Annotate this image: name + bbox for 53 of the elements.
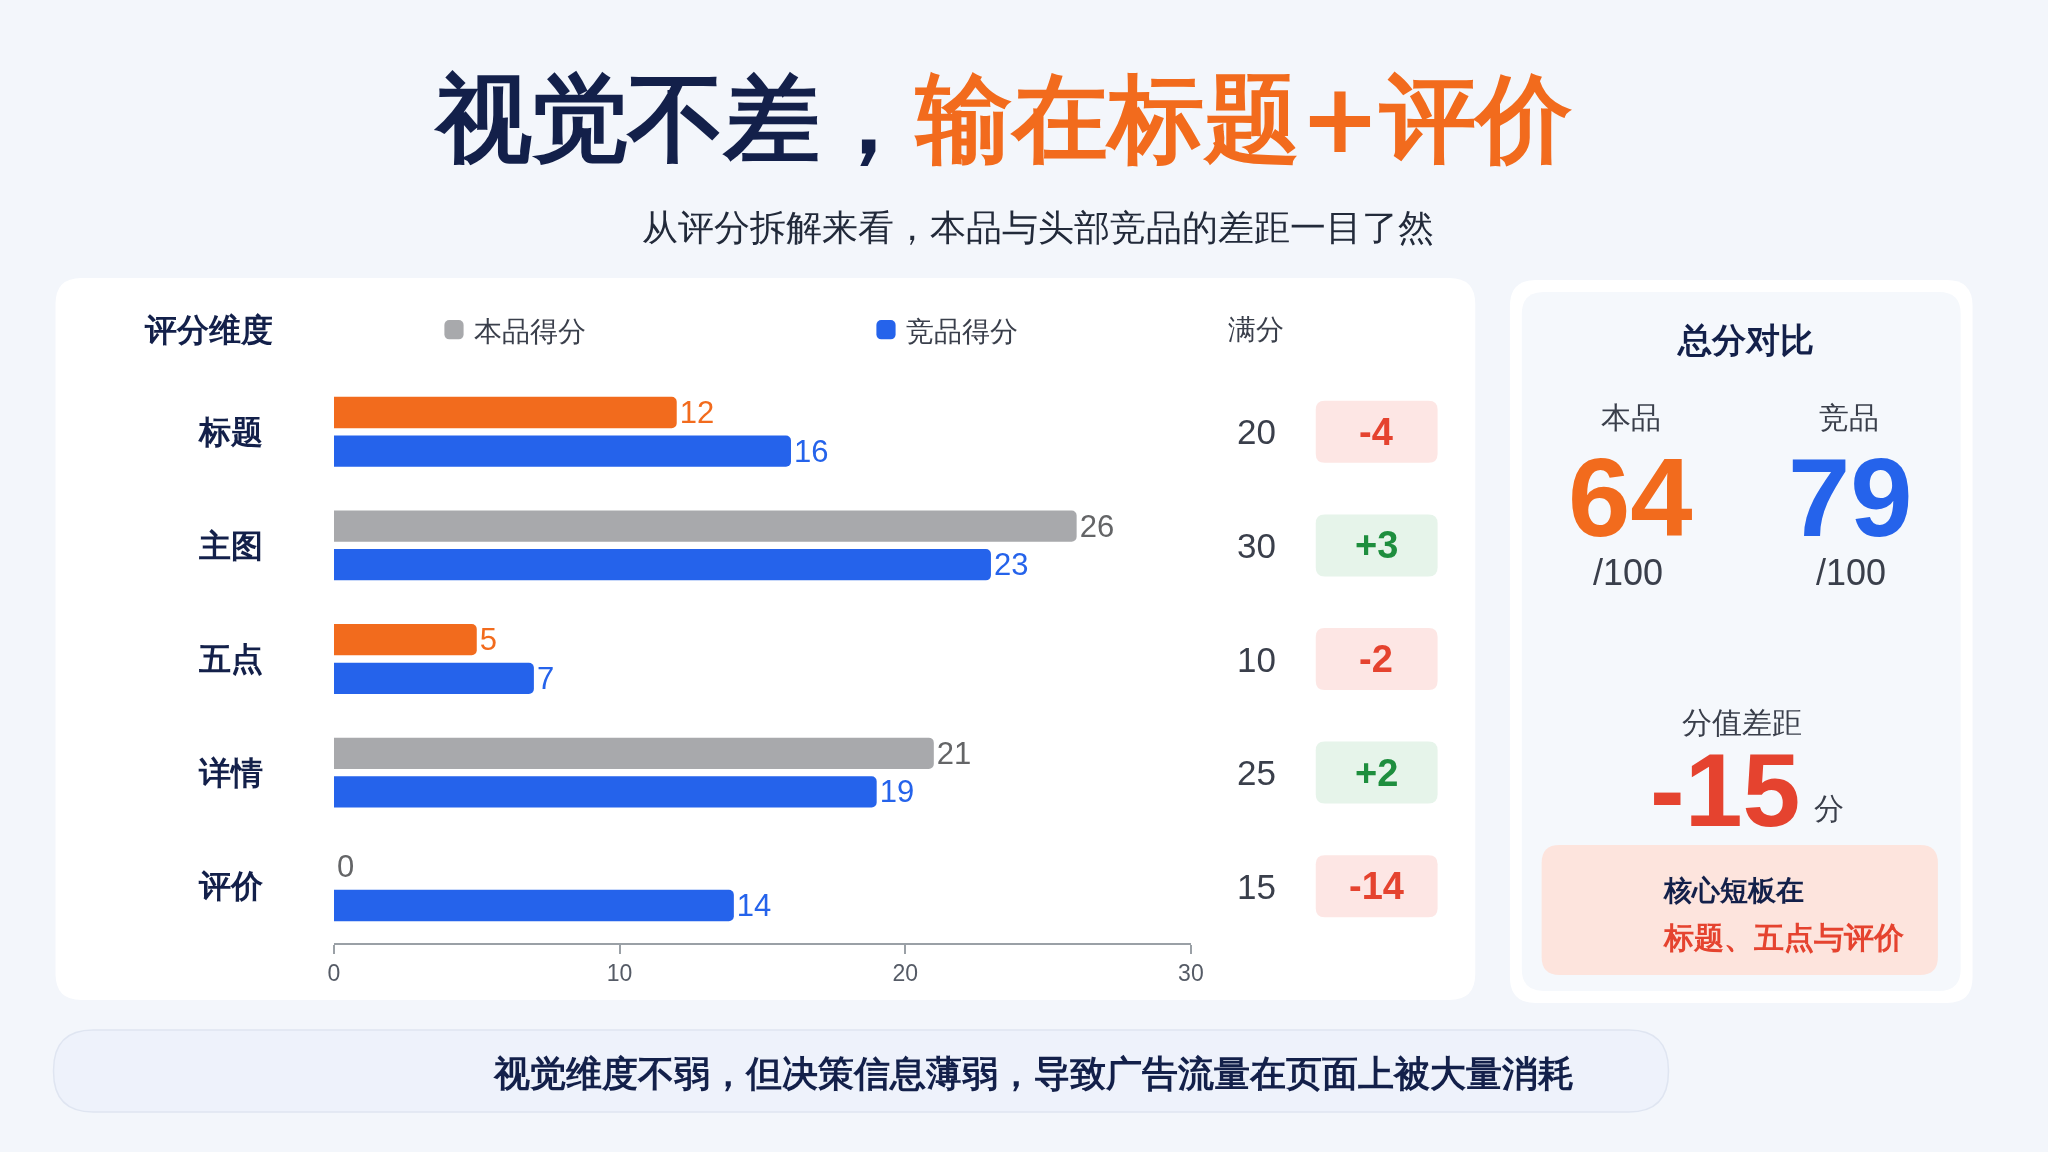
x-tick-label: 20 <box>892 960 919 987</box>
data-label: 26 <box>1079 508 1115 544</box>
data-label: 5 <box>479 622 498 658</box>
text: 分 <box>1814 791 1844 826</box>
data-label: 12 <box>679 394 715 430</box>
chart-subtitle: 从评分拆解来看，本品与头部竞品的差距一目了然 <box>642 207 1434 248</box>
text: 本品 <box>1601 400 1661 435</box>
chart-title: 视觉不差，输在标题+评价 <box>432 62 1573 175</box>
legend-label: 竞品得分 <box>905 314 1018 348</box>
text: 视觉维度不弱，但决策信息薄弱，导致广告流量在页面上被大量消耗 <box>493 1053 1574 1094</box>
text: 15 <box>1237 867 1276 906</box>
y-axis-title: 评分维度 <box>144 311 273 349</box>
text: +2 <box>1355 752 1399 794</box>
text: 标题、五点与评价 <box>1663 920 1905 955</box>
x-tick-label: 10 <box>606 960 633 987</box>
text: /100 <box>1593 552 1664 593</box>
bar <box>333 624 477 656</box>
data-label: 23 <box>993 547 1029 583</box>
y-tick-label: 主图 <box>197 526 263 565</box>
bar <box>333 435 791 467</box>
y-tick-label: 标题 <box>196 413 263 451</box>
bar <box>333 549 991 581</box>
y-tick-label: 五点 <box>197 640 263 679</box>
text: -14 <box>1349 865 1404 907</box>
x-tick-label: 0 <box>327 960 341 987</box>
data-label: 16 <box>793 433 829 469</box>
text: 满分 <box>1228 313 1284 346</box>
text: -4 <box>1359 411 1393 453</box>
y-tick-label: 详情 <box>197 753 263 792</box>
text: 25 <box>1237 753 1276 792</box>
text: /100 <box>1816 552 1887 593</box>
text: 竞品 <box>1819 400 1879 435</box>
bar <box>333 510 1077 542</box>
x-tick-label: 30 <box>1178 960 1204 987</box>
bar <box>333 737 934 769</box>
data-label: 21 <box>936 735 972 771</box>
text: +3 <box>1355 524 1399 566</box>
text: 核心短板在 <box>1663 874 1804 907</box>
text: 总分对比 <box>1676 320 1814 360</box>
bar <box>333 776 877 808</box>
legend-label: 本品得分 <box>473 314 586 348</box>
text: 10 <box>1237 640 1276 679</box>
y-tick-label: 评价 <box>197 867 264 906</box>
bar <box>333 396 677 429</box>
data-label: 0 <box>336 849 355 885</box>
data-label: 7 <box>536 660 555 696</box>
data-label: 19 <box>879 774 915 810</box>
text: -2 <box>1359 638 1393 680</box>
bar <box>333 662 534 694</box>
bar <box>333 889 734 922</box>
text: 30 <box>1237 526 1276 565</box>
text: 20 <box>1237 412 1276 451</box>
data-label: 14 <box>736 888 772 924</box>
